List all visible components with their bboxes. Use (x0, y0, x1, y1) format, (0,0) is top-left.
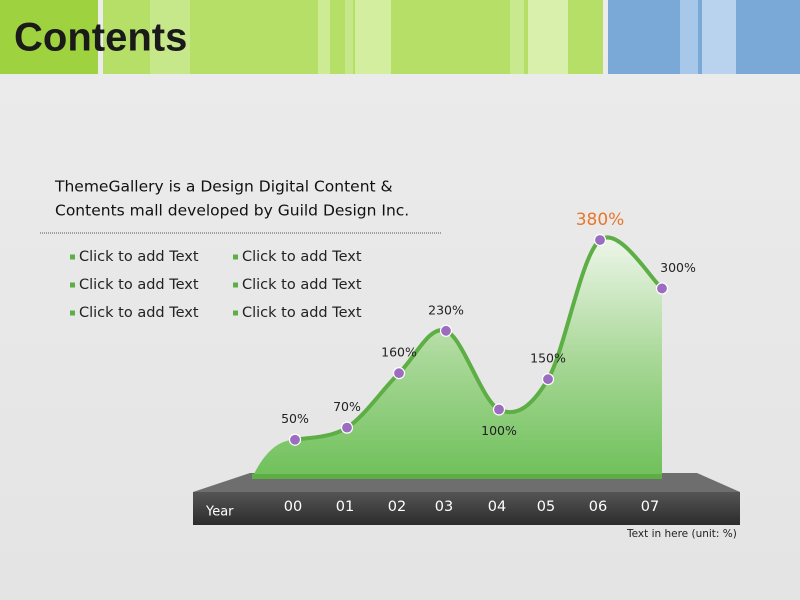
data-point (392, 367, 406, 380)
bullet-marker (233, 310, 238, 316)
slide-title: Contents (14, 16, 187, 60)
data-point (492, 403, 506, 416)
x-tick-label: 04 (488, 499, 506, 515)
data-point (340, 421, 354, 434)
bullet-text: Click to add Text (79, 305, 199, 321)
bullet-marker (233, 282, 238, 288)
bullet-text: Click to add Text (79, 277, 199, 293)
data-label: 70% (333, 399, 361, 414)
bullet-marker (70, 282, 75, 288)
data-point (541, 373, 555, 386)
data-label: 230% (428, 302, 464, 317)
area-fill (252, 237, 662, 478)
bullet-marker (233, 254, 238, 260)
bullet-list: Click to add Text Click to add Text Click … (70, 249, 362, 321)
bullet-marker (70, 254, 75, 260)
x-tick-label: 07 (641, 499, 659, 515)
x-axis-label: Year (205, 505, 234, 520)
bullet-marker (70, 310, 75, 316)
data-label: 150% (530, 351, 566, 366)
chart: 00 01 02 03 04 05 06 07 50% 70% 160% 230% 100% 150% 38… (252, 210, 696, 515)
data-label: 300% (660, 260, 696, 275)
bullet-text: Click to add Text (242, 249, 362, 265)
data-label: 160% (381, 345, 417, 360)
x-tick-label: 03 (435, 499, 453, 515)
description-line: ThemeGallery is a Design Digital Content… (54, 178, 393, 196)
data-point (593, 233, 607, 247)
area-base (252, 474, 662, 479)
header-bands (0, 0, 800, 74)
data-point (288, 433, 302, 446)
data-label: 50% (281, 411, 309, 426)
x-tick-label: 01 (336, 499, 354, 515)
x-tick-label: 05 (537, 499, 555, 515)
description-line: Contents mall developed by Guild Design … (55, 202, 409, 220)
bullet-text: Click to add Text (79, 249, 199, 265)
x-tick-label: 06 (589, 499, 607, 515)
bullet-text: Click to add Text (242, 277, 362, 293)
x-tick-label: 00 (284, 499, 302, 515)
x-tick-label: 02 (388, 499, 406, 515)
bullet-text: Click to add Text (242, 305, 362, 321)
data-point (655, 282, 669, 295)
data-label: 380% (576, 210, 625, 230)
data-point (439, 324, 453, 337)
data-label: 100% (481, 423, 517, 438)
chart-note: Text in here (unit: %) (626, 528, 737, 540)
